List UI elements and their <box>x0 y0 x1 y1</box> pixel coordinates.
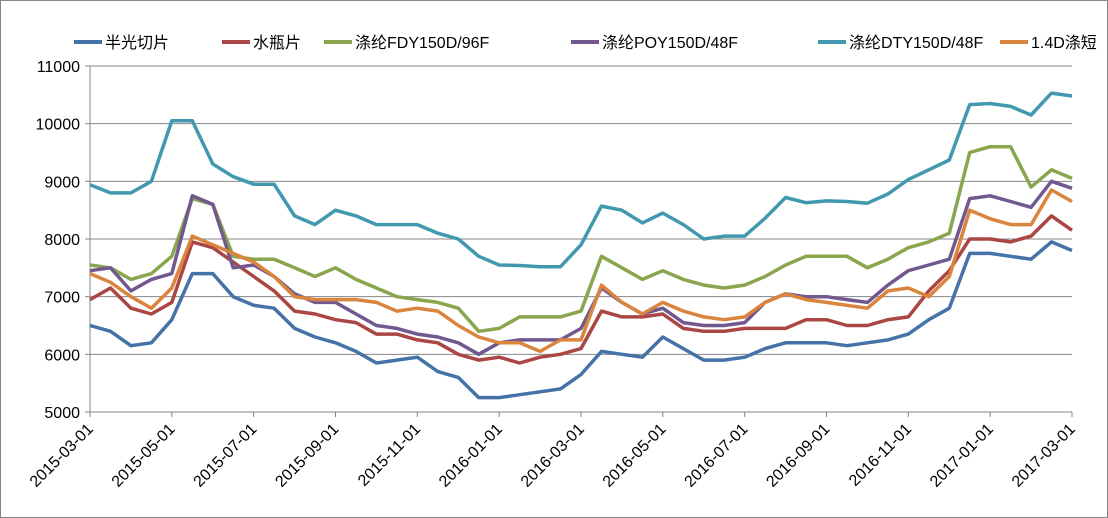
series-line-3 <box>89 179 1073 357</box>
legend-label: 涤纶FDY150D/96F <box>355 34 489 52</box>
y-tick-label: 5000 <box>44 405 80 422</box>
legend: 半光切片 水瓶片 涤纶FDY150D/96F 涤纶POY150D/48F 涤纶DTY15… <box>74 34 1097 52</box>
x-tick-label: 2015-07-01 <box>191 421 261 491</box>
y-tick-label: 11000 <box>37 59 80 76</box>
legend-label: 水瓶片 <box>253 34 301 52</box>
series-line-0 <box>89 240 1073 400</box>
x-tick-label: 2016-05-01 <box>600 421 670 491</box>
x-tick-label: 2016-07-01 <box>682 421 752 491</box>
x-tick-label: 2016-01-01 <box>436 421 506 491</box>
x-tick-label: 2015-09-01 <box>272 421 342 491</box>
y-axis: 5000 6000 7000 8000 9000 10000 11000 <box>36 59 91 422</box>
legend-item: 涤纶DTY150D/48F <box>818 34 983 52</box>
x-tick-label: 2015-05-01 <box>109 421 179 491</box>
series-lines <box>89 91 1074 400</box>
y-tick-label: 9000 <box>44 174 80 191</box>
legend-label: 半光切片 <box>105 34 169 52</box>
series-line-1 <box>89 214 1074 365</box>
x-tick-label: 2017-01-01 <box>927 421 997 491</box>
series-line-4 <box>89 91 1073 269</box>
legend-item: 涤纶POY150D/48F <box>571 34 738 52</box>
legend-item: 涤纶FDY150D/96F <box>324 34 489 52</box>
gridlines <box>90 65 1072 355</box>
legend-label: 1.4D涤短 <box>1031 34 1097 52</box>
legend-item: 半光切片 <box>74 34 169 52</box>
legend-item: 1.4D涤短 <box>1000 34 1097 52</box>
legend-label: 涤纶DTY150D/48F <box>849 34 983 52</box>
y-tick-label: 6000 <box>44 347 80 364</box>
y-tick-label: 8000 <box>44 232 80 249</box>
x-tick-label: 2015-03-01 <box>27 421 97 491</box>
x-tick-label: 2016-03-01 <box>518 421 588 491</box>
x-tick-label: 2016-11-01 <box>846 421 915 490</box>
x-tick-label: 2016-09-01 <box>763 421 833 491</box>
x-axis: 2015-03-01 2015-05-01 2015-07-01 2015-09-01… <box>27 411 1079 491</box>
x-tick-label: 2017-03-01 <box>1009 421 1079 491</box>
legend-item: 水瓶片 <box>222 34 301 52</box>
series-line-2 <box>89 144 1073 334</box>
x-tick-label: 2015-11-01 <box>355 421 424 490</box>
y-tick-label: 10000 <box>36 117 81 134</box>
y-tick-label: 7000 <box>44 290 80 307</box>
series-line-5 <box>89 188 1073 354</box>
legend-label: 涤纶POY150D/48F <box>602 34 738 52</box>
